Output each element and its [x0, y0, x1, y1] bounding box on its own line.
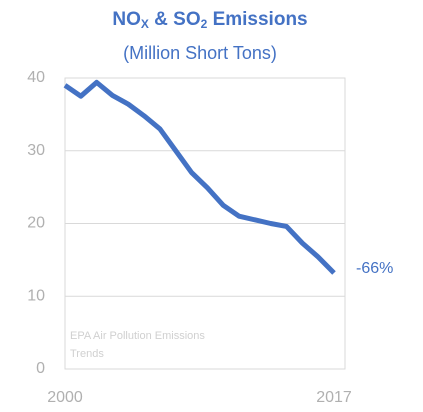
title-subscript: 2	[201, 17, 208, 31]
x-tick-label: 2017	[316, 389, 352, 406]
y-tick-label: 30	[27, 142, 45, 159]
title-part: NO	[112, 9, 141, 30]
y-tick-label: 0	[36, 360, 45, 377]
annotation: -66%	[356, 260, 393, 277]
chart-title: NOX & SO2 Emissions	[112, 9, 307, 31]
title-subscript: X	[141, 17, 149, 31]
title-part: & SO	[149, 9, 201, 30]
y-tick-label: 20	[27, 215, 45, 232]
y-tick-label: 10	[27, 287, 45, 304]
source-note: Trends	[70, 348, 104, 360]
data-line	[63, 79, 336, 275]
title-part: Emissions	[207, 9, 307, 30]
chart-subtitle: (Million Short Tons)	[123, 43, 277, 63]
y-tick-label: 40	[27, 69, 45, 86]
x-tick-label: 2000	[47, 389, 83, 406]
source-note: EPA Air Pollution Emissions	[70, 330, 205, 342]
